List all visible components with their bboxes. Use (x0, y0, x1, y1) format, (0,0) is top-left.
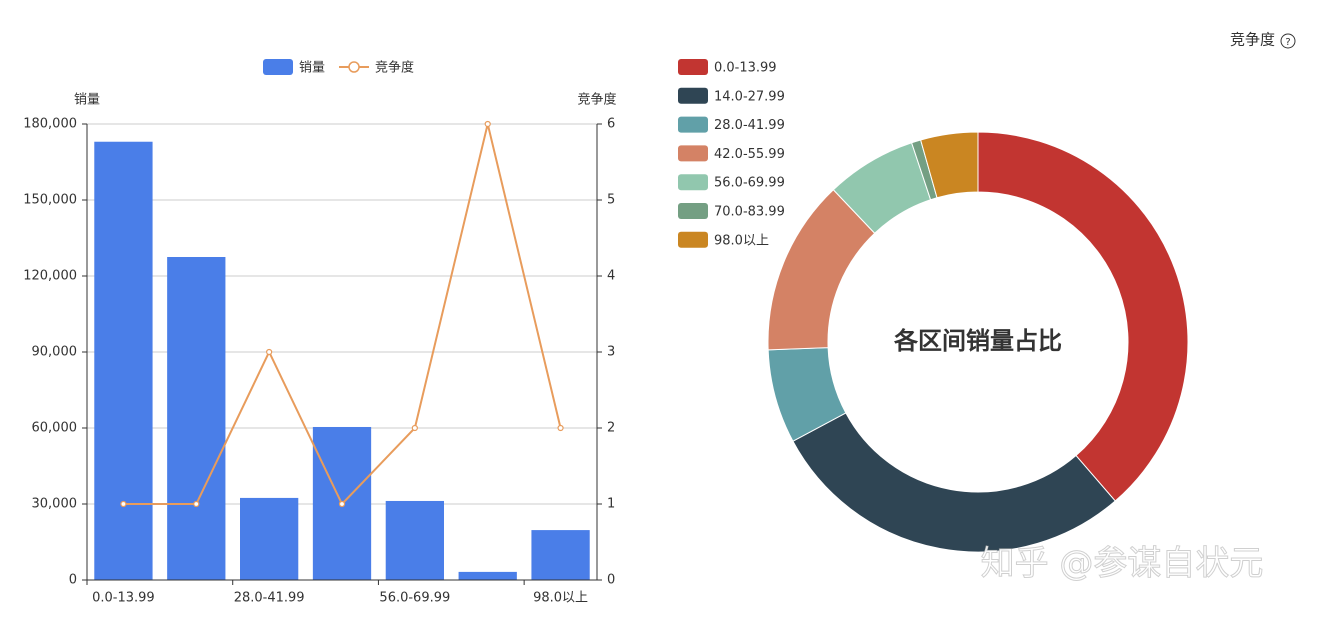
bar (531, 530, 590, 580)
line-point (193, 500, 200, 508)
bar (94, 141, 153, 580)
donut-title: 各区间销量占比 (893, 327, 1062, 355)
line-point (557, 424, 564, 432)
y2-tick-label: 1 (607, 497, 615, 512)
legend-label: 42.0-55.99 (714, 147, 785, 162)
legend-label: 0.0-13.99 (714, 61, 777, 76)
watermark: 知乎 @参谋自状元 (981, 544, 1264, 584)
bar (240, 497, 299, 580)
y2-tick-label: 6 (607, 117, 615, 132)
legend-swatch (678, 231, 708, 248)
help-icon-mark: ? (1285, 37, 1290, 48)
y-tick-label: 0 (69, 573, 77, 588)
legend-label: 销量 (299, 61, 325, 76)
bar (458, 571, 517, 580)
legend-label: 14.0-27.99 (714, 89, 785, 104)
x-tick-label: 56.0-69.99 (379, 591, 450, 606)
y2-tick-label: 0 (607, 573, 615, 588)
y-tick-label: 180,000 (23, 117, 77, 132)
donut-slice (920, 131, 979, 199)
help-icon[interactable] (1280, 33, 1296, 49)
legend-swatch (678, 116, 708, 133)
legend-swatch (263, 59, 293, 75)
y2-tick-label: 5 (607, 193, 615, 208)
y2-axis-label: 竞争度 (577, 92, 616, 108)
y-tick-label: 120,000 (23, 269, 77, 284)
y-tick-label: 150,000 (23, 193, 77, 208)
line-point (120, 500, 127, 508)
legend-label: 98.0以上 (714, 233, 769, 248)
y-tick-label: 30,000 (32, 497, 78, 512)
x-tick-label: 0.0-13.99 (92, 591, 155, 606)
line-point (484, 120, 491, 128)
legend-label: 56.0-69.99 (714, 176, 785, 191)
legend-marker (348, 61, 360, 73)
x-tick-label: 28.0-41.99 (234, 591, 305, 606)
donut-slice (792, 412, 1116, 553)
y2-tick-label: 2 (607, 421, 615, 436)
line-point (266, 348, 273, 356)
line-point (411, 424, 418, 432)
header-label: 竞争度 (1230, 31, 1275, 49)
y2-tick-label: 3 (607, 345, 615, 360)
donut-slice (977, 131, 1189, 502)
legend-swatch (678, 59, 708, 75)
y-tick-label: 90,000 (32, 345, 78, 360)
legend-swatch (678, 203, 708, 219)
legend-label: 70.0-83.99 (714, 205, 785, 220)
x-tick-label: 98.0以上 (533, 591, 588, 606)
legend-label: 28.0-41.99 (714, 118, 785, 133)
legend-swatch (678, 174, 708, 191)
bar (385, 500, 444, 580)
y2-tick-label: 4 (607, 269, 615, 284)
line-point (338, 500, 346, 508)
y-axis-label: 销量 (74, 93, 100, 108)
legend-label: 竞争度 (375, 60, 414, 76)
y-tick-label: 60,000 (32, 421, 78, 436)
legend-swatch (678, 87, 708, 104)
bar (167, 257, 226, 580)
legend-swatch (678, 145, 708, 162)
